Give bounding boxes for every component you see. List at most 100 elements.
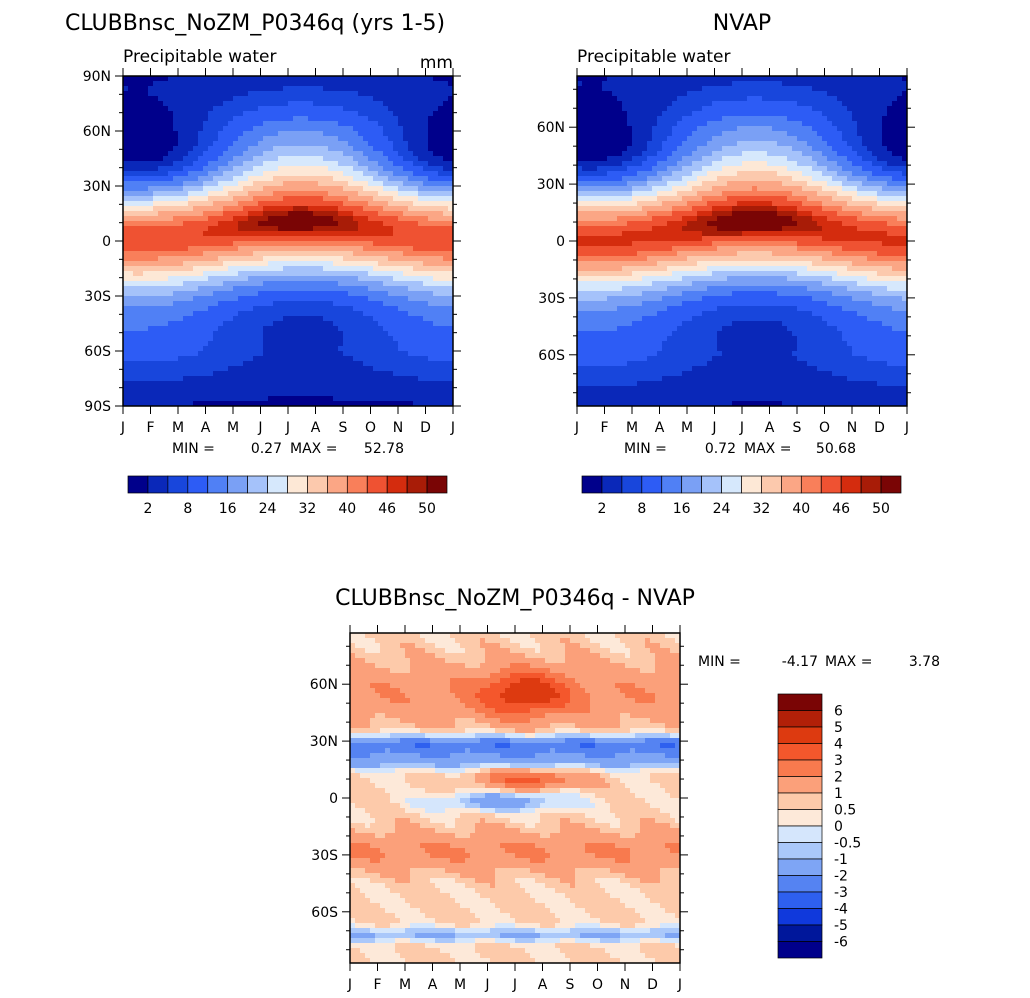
field-cell (233, 386, 239, 392)
field-cell (173, 311, 179, 317)
field-cell (807, 86, 813, 92)
field-cell (198, 166, 204, 172)
field-cell (263, 176, 269, 182)
field-cell (208, 261, 214, 267)
field-cell (378, 181, 384, 187)
field-cell (173, 151, 179, 157)
field-cell (433, 291, 439, 297)
field-cell (228, 371, 234, 377)
field-cell (248, 156, 254, 162)
field-cell (213, 301, 219, 307)
field-cell (802, 76, 808, 82)
field-cell (812, 101, 818, 107)
field-cell (123, 261, 129, 267)
field-cell (268, 161, 274, 167)
field-cell (303, 261, 309, 267)
field-cell (338, 296, 344, 302)
field-cell (248, 291, 254, 297)
field-cell (213, 291, 219, 297)
field-cell (253, 181, 259, 187)
field-cell (268, 201, 274, 207)
field-cell (143, 171, 149, 177)
field-cell (443, 251, 449, 257)
field-cell (213, 336, 219, 342)
field-cell (148, 381, 154, 387)
field-cell (168, 356, 174, 362)
field-cell (273, 216, 279, 222)
field-cell (438, 301, 444, 307)
field-cell (148, 176, 154, 182)
field-cell (253, 286, 259, 292)
field-cell (173, 246, 179, 252)
field-cell (353, 286, 359, 292)
field-cell (817, 76, 823, 82)
field-cell (223, 146, 229, 152)
field-cell (283, 116, 289, 122)
field-cell (388, 171, 394, 177)
field-cell (318, 136, 324, 142)
field-cell (188, 316, 194, 322)
field-cell (732, 91, 738, 97)
field-cell (413, 226, 419, 232)
field-cell (243, 401, 249, 406)
field-cell (323, 206, 329, 212)
field-cell (433, 161, 439, 167)
field-cell (318, 346, 324, 352)
field-cell (408, 91, 414, 97)
field-cell (198, 386, 204, 392)
field-cell (193, 106, 199, 112)
field-cell (283, 141, 289, 147)
field-cell (857, 106, 863, 112)
field-cell (158, 256, 164, 262)
field-cell (303, 126, 309, 132)
y-tick-label: 30S (84, 289, 111, 305)
field-cell (143, 161, 149, 167)
field-cell (128, 291, 134, 297)
field-cell (642, 91, 648, 97)
field-cell (218, 306, 224, 312)
field-cell (288, 246, 294, 252)
field-cell (348, 196, 354, 202)
field-cell (433, 176, 439, 182)
field-cell (308, 121, 314, 127)
field-cell (253, 291, 259, 297)
field-cell (333, 356, 339, 362)
field-cell (418, 106, 424, 112)
field-cell (133, 231, 139, 237)
field-cell (163, 86, 169, 92)
field-cell (408, 176, 414, 182)
field-cell (178, 331, 184, 337)
field-cell (433, 96, 439, 102)
field-cell (178, 121, 184, 127)
field-cell (268, 166, 274, 172)
field-cell (253, 341, 259, 347)
field-cell (428, 301, 434, 307)
field-cell (153, 331, 159, 337)
field-cell (752, 91, 758, 97)
field-cell (318, 106, 324, 112)
field-cell (183, 236, 189, 242)
field-cell (348, 156, 354, 162)
field-cell (203, 316, 209, 322)
field-cell (418, 176, 424, 182)
field-cell (288, 206, 294, 212)
field-cell (278, 336, 284, 342)
field-cell (582, 111, 588, 117)
field-cell (398, 181, 404, 187)
field-cell (388, 366, 394, 372)
field-cell (657, 96, 663, 102)
field-cell (168, 331, 174, 337)
field-cell (338, 386, 344, 392)
field-cell (298, 161, 304, 167)
field-cell (213, 391, 219, 397)
field-cell (902, 91, 907, 97)
field-cell (143, 221, 149, 227)
field-cell (373, 146, 379, 152)
field-cell (418, 331, 424, 337)
field-cell (233, 286, 239, 292)
field-cell (163, 181, 169, 187)
field-cell (438, 261, 444, 267)
field-cell (602, 91, 608, 97)
field-cell (393, 281, 399, 287)
field-cell (208, 176, 214, 182)
